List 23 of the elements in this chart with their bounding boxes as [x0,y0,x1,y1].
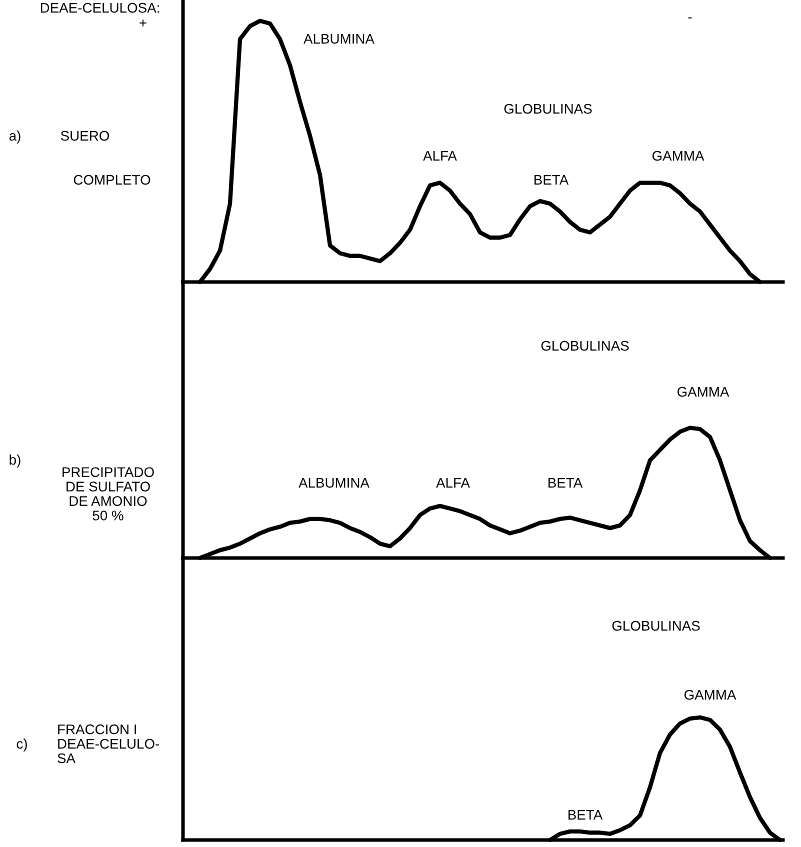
text: a) [9,130,20,144]
annotation: BETA [548,478,583,488]
text: - [688,17,692,18]
text: c) [16,738,27,752]
text: GLOBULINAS [612,620,700,631]
annotation: ALBUMINA [298,478,370,488]
text: GAMMA [677,386,730,397]
annotation: ALFA [436,478,470,488]
text: + [140,20,146,26]
annotation: GLOBULINAS [504,104,592,114]
text: FRACCION I DEAE-CELULO- SA [58,724,160,764]
text: DEAE-CELULOSA: [40,2,159,13]
annotation: BETA [534,175,569,185]
text: COMPLETO [74,174,150,185]
annotation: GAMMA [652,150,704,161]
annotation: ALFA [423,151,457,161]
text: b) [10,454,20,468]
text: GAMMA [684,690,736,700]
annotation: BETA [568,810,603,820]
text: GLOBULINAS [541,340,629,351]
text: PRECIPITADO DE SULFATO DE AMONIO 50 % [62,467,154,520]
annotation: ALBUMINA [304,34,374,44]
text: SUERO [60,130,110,141]
